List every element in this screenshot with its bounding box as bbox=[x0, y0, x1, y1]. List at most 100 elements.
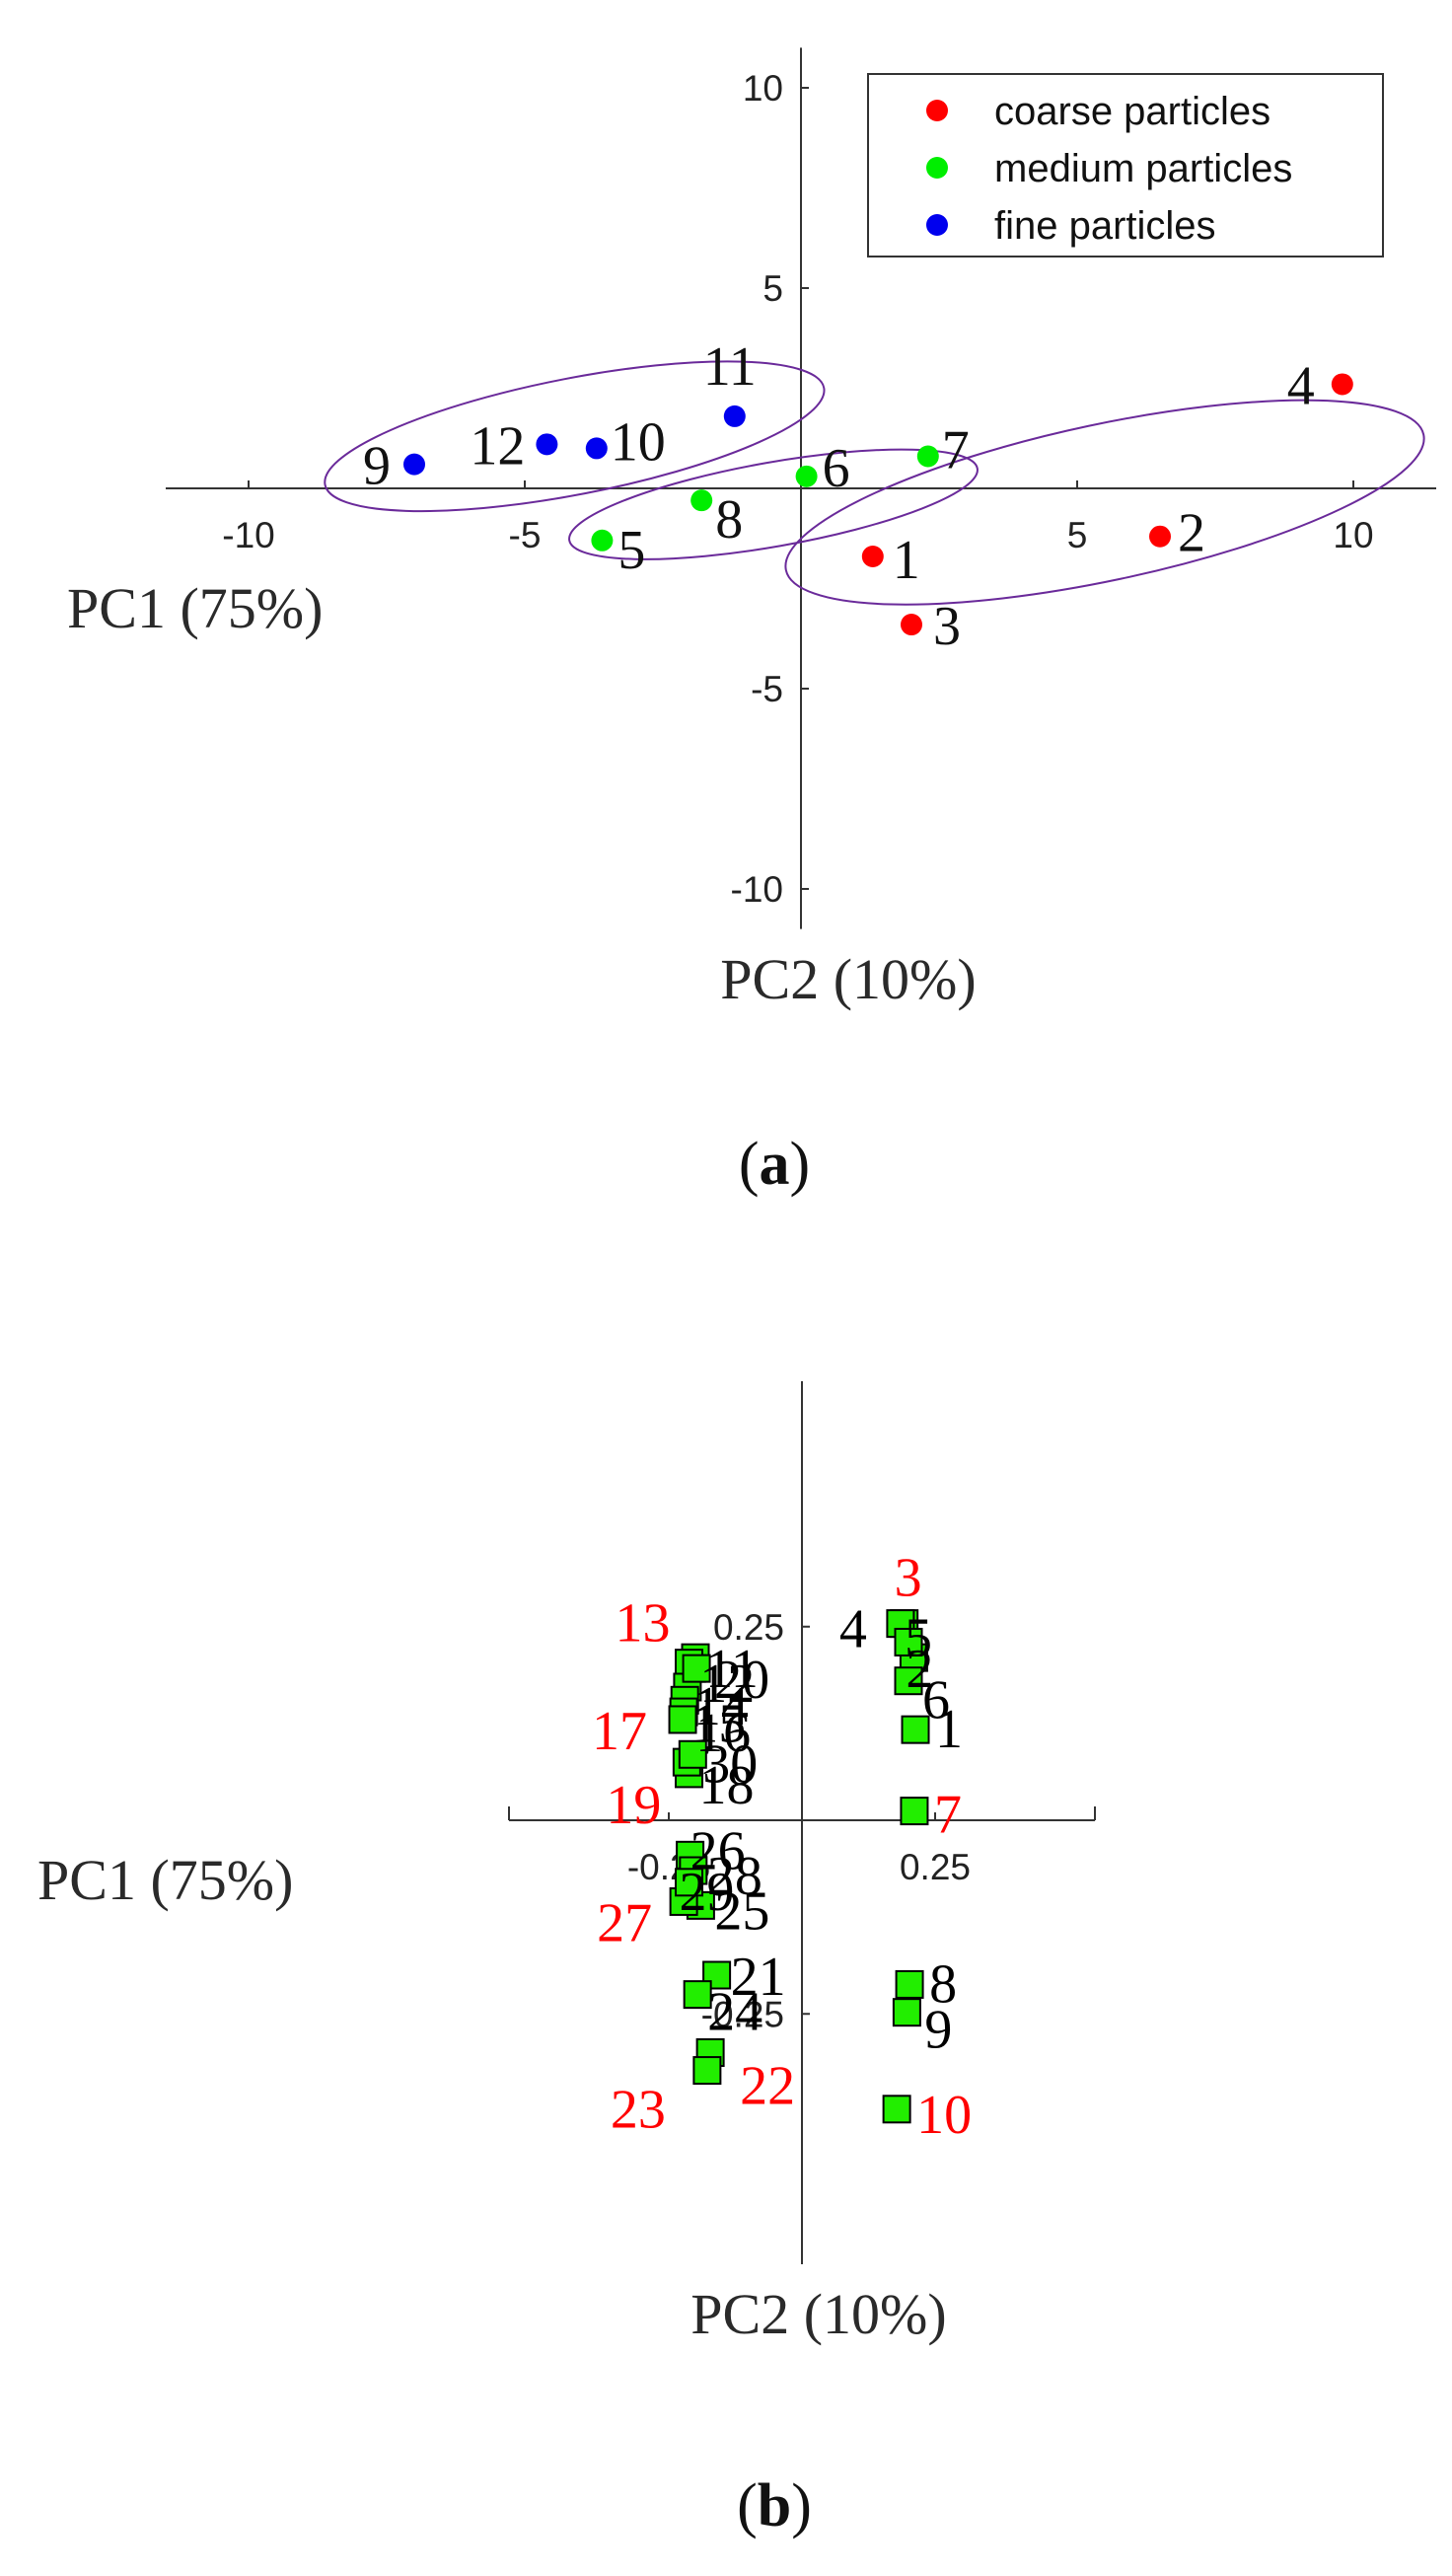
x-tick-label: 0.25 bbox=[900, 1847, 971, 1887]
point-label-2: 2 bbox=[1178, 503, 1205, 564]
panel-label-open: ( bbox=[739, 1131, 760, 1198]
legend-marker bbox=[926, 214, 948, 236]
variable-marker-29 bbox=[675, 1868, 704, 1897]
point-label-12: 12 bbox=[470, 415, 525, 477]
variable-marker-20 bbox=[682, 1654, 711, 1683]
variable-label-5: 5 bbox=[905, 1607, 932, 1668]
data-point-8 bbox=[690, 489, 713, 512]
variable-marker-23 bbox=[692, 2056, 722, 2086]
x-axis-label: PC2 (10%) bbox=[690, 2282, 946, 2346]
variable-label-2: 2 bbox=[906, 1639, 933, 1700]
data-point-5 bbox=[591, 529, 614, 552]
variable-label-26: 26 bbox=[690, 1820, 746, 1881]
point-label-4: 4 bbox=[1287, 355, 1315, 416]
variable-marker-6 bbox=[894, 1666, 923, 1696]
data-point-6 bbox=[795, 465, 818, 487]
x-tick-label: -5 bbox=[509, 515, 542, 555]
variable-label-17: 17 bbox=[592, 1701, 647, 1762]
variable-marker-9 bbox=[892, 1998, 921, 2027]
panel-label-letter: a bbox=[760, 1131, 790, 1198]
variable-label-13: 13 bbox=[616, 1593, 671, 1655]
variable-label-1: 1 bbox=[935, 1699, 963, 1760]
y-tick-label: -10 bbox=[731, 869, 783, 910]
y-tick-label: -5 bbox=[751, 669, 783, 709]
variable-label-12: 12 bbox=[699, 1654, 755, 1715]
point-label-11: 11 bbox=[703, 336, 757, 398]
point-label-6: 6 bbox=[823, 438, 850, 499]
data-point-1 bbox=[861, 546, 884, 568]
variable-label-10: 10 bbox=[916, 2085, 972, 2146]
y-tick-label: 10 bbox=[743, 68, 783, 109]
cluster-ellipse bbox=[324, 360, 826, 513]
legend-marker bbox=[926, 157, 948, 179]
point-label-7: 7 bbox=[942, 420, 970, 481]
variable-label-25: 25 bbox=[714, 1880, 769, 1942]
variable-label-7: 7 bbox=[934, 1785, 962, 1846]
variable-label-15: 15 bbox=[690, 1693, 746, 1754]
legend-box bbox=[867, 73, 1384, 258]
variable-label-6: 6 bbox=[922, 1670, 950, 1731]
variable-label-21: 21 bbox=[731, 1947, 786, 2008]
y-tick-label: 5 bbox=[762, 268, 783, 309]
panel-label-letter: b bbox=[758, 2472, 791, 2539]
y-tick-label: -0.25 bbox=[701, 1994, 784, 2034]
y-tick-label: 0.25 bbox=[713, 1607, 784, 1648]
x-tick-label: -10 bbox=[222, 515, 274, 555]
y-axis-label: PC1 (75%) bbox=[37, 1848, 293, 1912]
point-label-1: 1 bbox=[893, 530, 920, 591]
variable-marker-5 bbox=[894, 1627, 923, 1656]
point-label-8: 8 bbox=[715, 489, 743, 551]
variable-label-18: 18 bbox=[699, 1755, 755, 1816]
data-point-3 bbox=[901, 614, 922, 636]
x-tick-label: 10 bbox=[1333, 515, 1373, 555]
panel-label-a: (a) bbox=[739, 1131, 810, 1198]
variable-marker-8 bbox=[895, 1969, 924, 1999]
data-point-4 bbox=[1331, 373, 1353, 396]
variable-marker-24 bbox=[683, 1980, 712, 2010]
variable-label-23: 23 bbox=[611, 2080, 666, 2141]
legend-entry: coarse particles bbox=[994, 90, 1270, 133]
variable-label-22: 22 bbox=[740, 2056, 795, 2117]
variable-marker-1 bbox=[901, 1715, 930, 1744]
variable-label-11: 11 bbox=[705, 1639, 759, 1700]
variable-label-9: 9 bbox=[924, 2000, 952, 2061]
variable-label-14: 14 bbox=[693, 1676, 749, 1737]
y-axis-label: PC1 (75%) bbox=[67, 576, 323, 640]
legend-entry: medium particles bbox=[994, 147, 1292, 190]
variable-label-29: 29 bbox=[680, 1862, 735, 1923]
legend-entry: fine particles bbox=[994, 204, 1216, 248]
variable-marker-30 bbox=[678, 1739, 707, 1769]
cluster-ellipse bbox=[784, 399, 1425, 606]
variable-label-8: 8 bbox=[929, 1953, 957, 2015]
variable-label-30: 30 bbox=[702, 1733, 758, 1795]
variable-marker-10 bbox=[882, 2095, 911, 2124]
variable-label-24: 24 bbox=[707, 1982, 762, 2043]
data-point-9 bbox=[403, 453, 425, 476]
variable-marker-17 bbox=[668, 1705, 697, 1734]
variable-label-20: 20 bbox=[714, 1650, 769, 1711]
panel-label-b: (b) bbox=[737, 2472, 812, 2539]
variable-label-16: 16 bbox=[695, 1703, 751, 1764]
panel-label-close: ) bbox=[791, 2472, 812, 2539]
data-point-11 bbox=[723, 405, 746, 427]
cluster-ellipse bbox=[568, 448, 979, 560]
panel-label-close: ) bbox=[790, 1131, 811, 1198]
variable-label-27: 27 bbox=[597, 1892, 652, 1953]
point-label-10: 10 bbox=[611, 411, 666, 473]
x-tick-label: 5 bbox=[1067, 515, 1088, 555]
data-point-10 bbox=[585, 437, 608, 460]
variable-label-19: 19 bbox=[606, 1775, 661, 1836]
legend: coarse particles medium particles fine par… bbox=[867, 73, 1384, 258]
variable-label-4: 4 bbox=[839, 1599, 867, 1660]
panel-label-open: ( bbox=[737, 2472, 758, 2539]
data-point-7 bbox=[916, 445, 939, 468]
x-axis-label: PC2 (10%) bbox=[720, 947, 976, 1011]
variable-label-28: 28 bbox=[707, 1846, 762, 1907]
data-point-2 bbox=[1149, 525, 1171, 548]
legend-marker bbox=[926, 100, 948, 121]
data-point-12 bbox=[536, 433, 558, 456]
point-label-9: 9 bbox=[363, 436, 391, 497]
